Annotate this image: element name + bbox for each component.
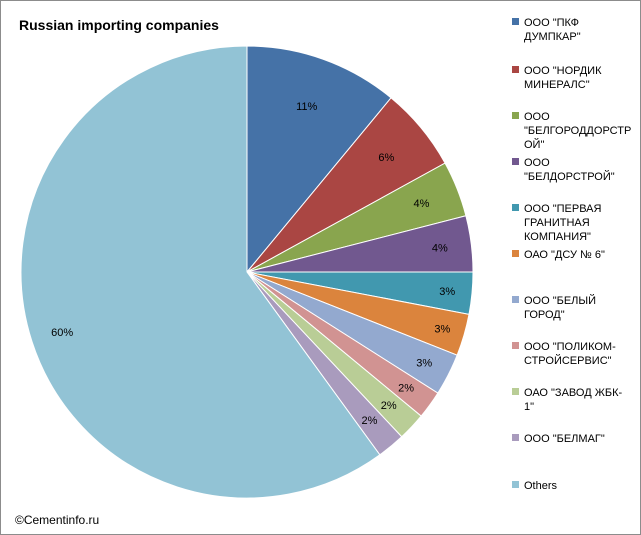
slice-data-label: 2% bbox=[361, 415, 377, 427]
slice-data-label: 2% bbox=[398, 383, 414, 395]
slice-data-label: 4% bbox=[432, 243, 448, 255]
slice-data-label: 11% bbox=[296, 101, 317, 113]
slice-data-label: 4% bbox=[413, 198, 429, 210]
slice-data-label: 3% bbox=[416, 357, 432, 369]
pie-slice-11 bbox=[20, 45, 381, 499]
copyright-text: ©Cementinfo.ru bbox=[15, 513, 100, 527]
slice-data-label: 2% bbox=[381, 400, 397, 412]
slice-data-label: 6% bbox=[378, 152, 394, 164]
pie-slice-1 bbox=[246, 45, 392, 274]
slice-data-label: 60% bbox=[51, 327, 73, 339]
slice-data-label: 3% bbox=[439, 286, 455, 298]
chart-title: Russian importing companies bbox=[19, 17, 219, 33]
slice-data-label: 3% bbox=[434, 324, 450, 336]
